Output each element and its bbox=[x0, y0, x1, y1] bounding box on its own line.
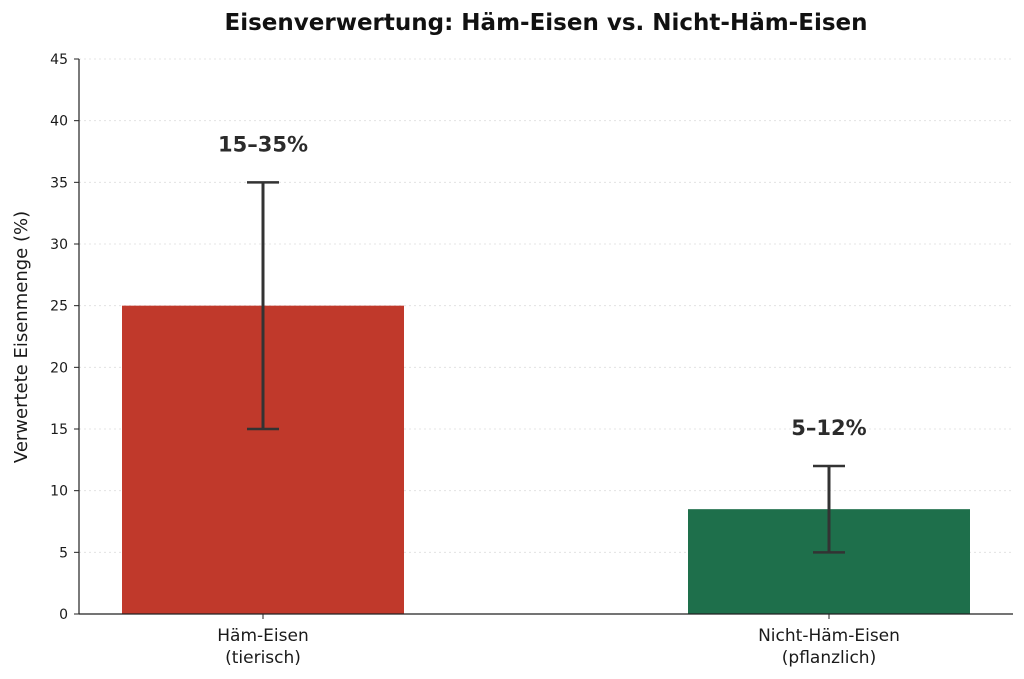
x-tick-label: Häm-Eisen bbox=[217, 626, 308, 646]
x-tick-label: Nicht-Häm-Eisen bbox=[758, 626, 900, 646]
y-tick-label: 0 bbox=[59, 607, 68, 623]
y-tick-label: 20 bbox=[50, 360, 68, 376]
y-tick-label: 15 bbox=[50, 422, 68, 438]
error-bars-layer bbox=[247, 181, 845, 554]
data-label: 15–35% bbox=[218, 132, 308, 156]
labels-layer: 15–35% Häm-Eisen(tierisch) 5–12% Nicht-Häm-… bbox=[217, 132, 900, 668]
y-tick-label: 10 bbox=[50, 484, 68, 500]
x-tick-label: (tierisch) bbox=[225, 648, 301, 668]
y-tick-label: 45 bbox=[50, 52, 68, 68]
y-tick-label: 35 bbox=[50, 175, 68, 191]
y-axis-label: Verwertete Eisenmenge (%) bbox=[11, 211, 32, 463]
y-tick-label: 25 bbox=[50, 299, 68, 315]
x-tick-label: (pflanzlich) bbox=[782, 648, 876, 668]
axes-layer: 0 5 10 15 20 25 30 35 40 45 bbox=[50, 52, 1013, 623]
y-tick-label: 30 bbox=[50, 237, 68, 253]
bars-layer bbox=[122, 305, 970, 614]
y-tick-label: 5 bbox=[59, 545, 68, 561]
data-label: 5–12% bbox=[791, 416, 866, 440]
y-tick-label: 40 bbox=[50, 114, 68, 130]
chart-title: Eisenverwertung: Häm-Eisen vs. Nicht-Häm… bbox=[225, 10, 868, 36]
